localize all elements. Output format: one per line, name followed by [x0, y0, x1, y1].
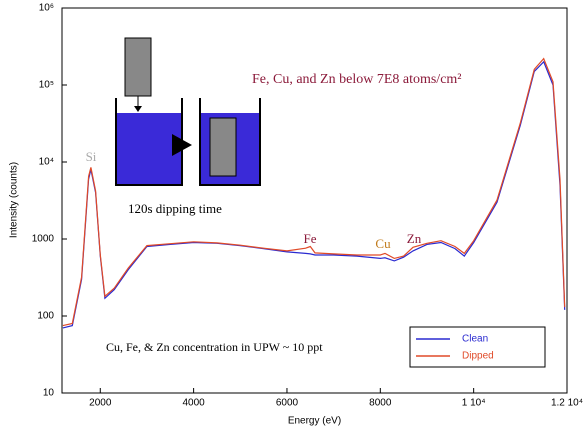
y-tick-label: 10⁴: [39, 157, 54, 168]
y-tick-label: 1000: [32, 234, 55, 245]
legend-label: Clean: [462, 334, 488, 345]
x-tick-label: 4000: [182, 398, 205, 409]
annotation: Cu, Fe, & Zn concentration in UPW ~ 10 p…: [106, 340, 323, 354]
x-tick-label: 6000: [276, 398, 299, 409]
legend-label: Dipped: [462, 351, 494, 362]
x-axis-label: Energy (eV): [288, 416, 341, 427]
y-tick-label: 10⁵: [39, 80, 54, 91]
annotation: Si: [86, 149, 97, 164]
annotation: Fe: [304, 231, 317, 246]
x-tick-label: 2000: [89, 398, 112, 409]
annotation: Zn: [407, 231, 422, 246]
x-tick-label: 1.2 10⁴: [551, 398, 583, 409]
annotation: 120s dipping time: [128, 201, 222, 216]
y-tick-label: 100: [37, 311, 54, 322]
y-tick-label: 10: [43, 388, 55, 399]
annotation: Fe, Cu, and Zn below 7E8 atoms/cm²: [252, 72, 462, 87]
x-tick-label: 8000: [369, 398, 392, 409]
annotation: Cu: [375, 236, 391, 251]
legend-box: [409, 326, 546, 368]
dipping-illustration: [115, 37, 261, 186]
plot-frame: [61, 7, 568, 394]
series-line: [62, 57, 566, 327]
x-tick-label: 1 10⁴: [462, 398, 486, 409]
y-axis-label: Intensity (counts): [9, 162, 20, 238]
y-tick-label: 10⁶: [39, 3, 54, 14]
